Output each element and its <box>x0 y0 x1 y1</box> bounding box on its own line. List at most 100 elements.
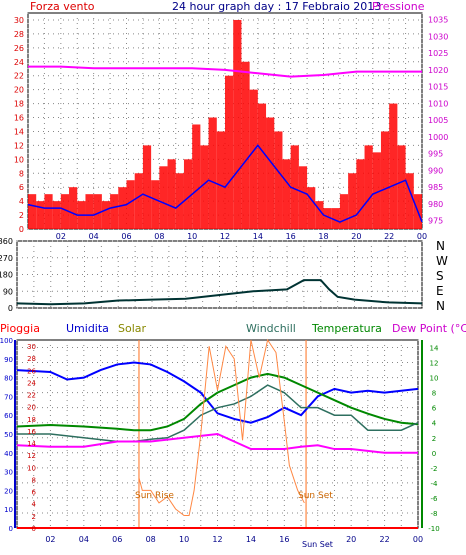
tick-label: 10 <box>4 506 13 514</box>
gust-bar <box>200 145 209 229</box>
tick-label: 04 <box>89 232 99 241</box>
direction-line <box>16 279 423 306</box>
gust-bar <box>151 180 160 229</box>
gust-bar <box>397 145 406 229</box>
tick-label: 12 <box>14 141 24 150</box>
tick-label: 18 <box>27 416 36 424</box>
tick-label: 04 <box>79 535 89 544</box>
tick-label: 14 <box>253 232 263 241</box>
tick-label: 2 <box>19 211 24 220</box>
gust-bar <box>44 194 53 229</box>
tick-label: 4 <box>19 197 24 206</box>
tick-label: 28 <box>27 355 36 363</box>
tick-label: 8 <box>432 390 436 398</box>
gust-bar <box>389 103 398 229</box>
tick-label: -2 <box>431 465 438 473</box>
tick-label: 6 <box>32 489 37 497</box>
tick-label: 20 <box>351 232 361 241</box>
tick-label: 0 <box>32 525 36 533</box>
gust-bar <box>93 194 102 229</box>
tick-label: 1005 <box>428 116 448 125</box>
tick-label: 12 <box>27 452 36 460</box>
tick-label: 4 <box>432 420 437 428</box>
sun-set-tick-label: Sun Set <box>302 540 333 549</box>
tick-label: -6 <box>431 495 439 503</box>
tick-label: -4 <box>431 480 439 488</box>
tick-label: 16 <box>286 232 296 241</box>
solar-line <box>138 338 305 516</box>
gust-bar <box>233 19 242 229</box>
tick-label: 24 <box>14 58 24 67</box>
compass-label: N <box>436 299 445 313</box>
tick-label: -10 <box>428 525 439 533</box>
tick-label: 00 <box>417 232 427 241</box>
pressure-axis-title: Pressione <box>372 0 425 13</box>
tick-label: 70 <box>4 393 13 401</box>
gust-bar <box>216 131 225 229</box>
tick-label: 28 <box>14 30 24 39</box>
tick-label: 22 <box>14 72 24 81</box>
gust-bar <box>142 145 152 229</box>
gust-bar <box>192 124 201 229</box>
tick-label: 2 <box>32 513 36 521</box>
tick-label: 1010 <box>428 99 448 108</box>
windchill-axis-title: Windchill <box>246 322 296 335</box>
tick-label: 990 <box>428 166 443 175</box>
compass-label: W <box>436 254 448 268</box>
tick-label: 2 <box>432 435 436 443</box>
gust-bar <box>282 159 291 229</box>
tick-label: 1015 <box>428 83 448 92</box>
gust-bar <box>175 173 184 229</box>
tick-label: 16 <box>14 114 24 123</box>
gust-bar <box>167 159 176 229</box>
gust-bar <box>372 152 381 229</box>
tick-label: 22 <box>379 535 389 544</box>
dewpoint-line <box>16 432 418 454</box>
tick-label: 80 <box>4 375 13 383</box>
tick-label: 1020 <box>428 66 448 75</box>
gust-bar <box>101 201 111 229</box>
humidity-axis-title: Umidita <box>66 322 109 335</box>
tick-label: 16 <box>27 428 36 436</box>
tick-label: 100 <box>0 337 13 345</box>
gust-bar <box>69 187 78 229</box>
tick-label: 30 <box>14 16 24 25</box>
tick-label: 0 <box>9 525 13 533</box>
tick-label: 975 <box>428 217 443 226</box>
tick-label: -8 <box>431 510 438 518</box>
gust-bar <box>323 208 332 229</box>
tick-label: 08 <box>146 535 156 544</box>
tick-label: 10 <box>187 232 197 241</box>
tick-label: 4 <box>32 501 37 509</box>
tick-label: 16 <box>279 535 289 544</box>
gust-bar <box>298 166 308 229</box>
rain-axis-title: Pioggia <box>0 322 40 335</box>
dewpoint-axis-title: Dew Point (°C) <box>392 322 466 335</box>
gust-bar <box>364 145 373 229</box>
compass-label: E <box>436 284 444 298</box>
gust-bar <box>118 187 127 229</box>
tick-label: 22 <box>27 392 36 400</box>
gust-bar <box>36 201 45 229</box>
tick-label: 0 <box>19 225 24 234</box>
wind-axis-title: Forza vento <box>30 0 95 13</box>
gust-bar <box>134 173 143 229</box>
gust-bar <box>208 117 217 229</box>
tick-label: 1030 <box>428 32 448 41</box>
gust-bar <box>307 187 316 229</box>
tick-label: 10 <box>430 375 439 383</box>
tick-label: 1000 <box>428 133 448 142</box>
gust-bar <box>183 159 193 229</box>
tick-label: 14 <box>27 440 36 448</box>
chart-title: 24 hour graph day : 17 Febbraio 2013 <box>172 0 381 13</box>
tick-label: 60 <box>4 412 13 420</box>
gust-bar <box>315 201 324 229</box>
gust-bar <box>241 61 250 229</box>
gust-bar <box>85 194 94 229</box>
tick-label: 14 <box>14 127 24 136</box>
gust-bar <box>52 201 61 229</box>
tick-label: 10 <box>179 535 189 544</box>
gust-bar <box>266 117 275 229</box>
compass-label: N <box>436 239 445 253</box>
